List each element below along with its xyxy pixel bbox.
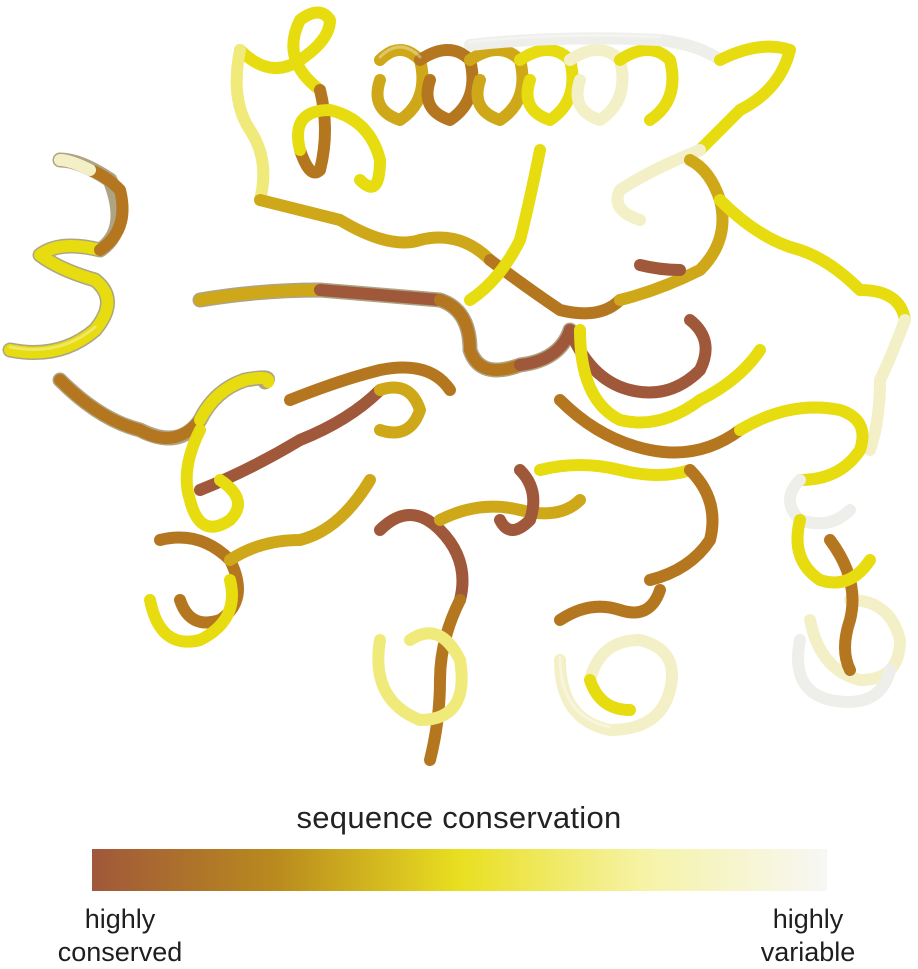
conservation-color-bar	[92, 849, 827, 891]
legend-title: sequence conservation	[296, 800, 622, 835]
protein-structure-cartoon	[2, 6, 911, 766]
highly-conserved-label-line1: highly	[84, 904, 156, 934]
highly-conserved-label: highly conserved	[40, 903, 200, 969]
highly-variable-label-line2: variable	[760, 937, 856, 967]
highly-variable-label-line1: highly	[772, 904, 844, 934]
highly-variable-label: highly variable	[738, 903, 878, 969]
highly-conserved-label-line2: conserved	[57, 937, 183, 967]
